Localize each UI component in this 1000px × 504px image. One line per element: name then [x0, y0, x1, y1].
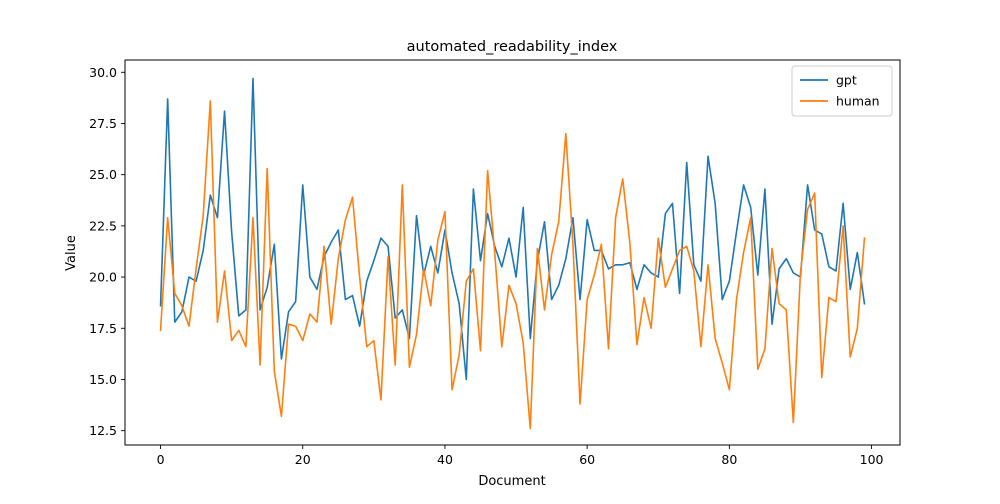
- legend: gpt human: [791, 65, 893, 117]
- x-tick-label: 60: [579, 452, 595, 467]
- y-tick-label: 17.5: [89, 321, 117, 336]
- y-tick-label: 22.5: [89, 218, 117, 233]
- y-tick-label: 15.0: [89, 372, 117, 387]
- x-tick-label: 0: [157, 452, 165, 467]
- y-axis-label: Value: [64, 235, 79, 271]
- y-tick-label: 27.5: [89, 116, 117, 131]
- series-line-human: [159, 100, 866, 430]
- y-tick-label: 12.5: [89, 423, 117, 438]
- y-tick-label: 25.0: [89, 167, 117, 182]
- x-tick-label: 100: [860, 452, 884, 467]
- legend-box: [791, 65, 893, 117]
- x-tick-label: 20: [295, 452, 311, 467]
- x-axis: 0 20 40 60 80 100: [157, 445, 884, 467]
- legend-label-human: human: [836, 94, 880, 109]
- x-tick-label: 40: [437, 452, 453, 467]
- x-axis-label: Document: [478, 474, 545, 489]
- x-tick-label: 80: [721, 452, 737, 467]
- plot-area-frame: [124, 59, 901, 446]
- y-tick-label: 20.0: [89, 270, 117, 285]
- y-tick-label: 30.0: [89, 65, 117, 80]
- chart-title: automated_readability_index: [407, 39, 618, 55]
- y-axis: 12.5 15.0 17.5 20.0 22.5 25.0 27.5 30.0: [89, 65, 125, 438]
- series-line-gpt: [159, 77, 866, 381]
- plot-lines: [159, 77, 866, 430]
- legend-label-gpt: gpt: [836, 73, 857, 88]
